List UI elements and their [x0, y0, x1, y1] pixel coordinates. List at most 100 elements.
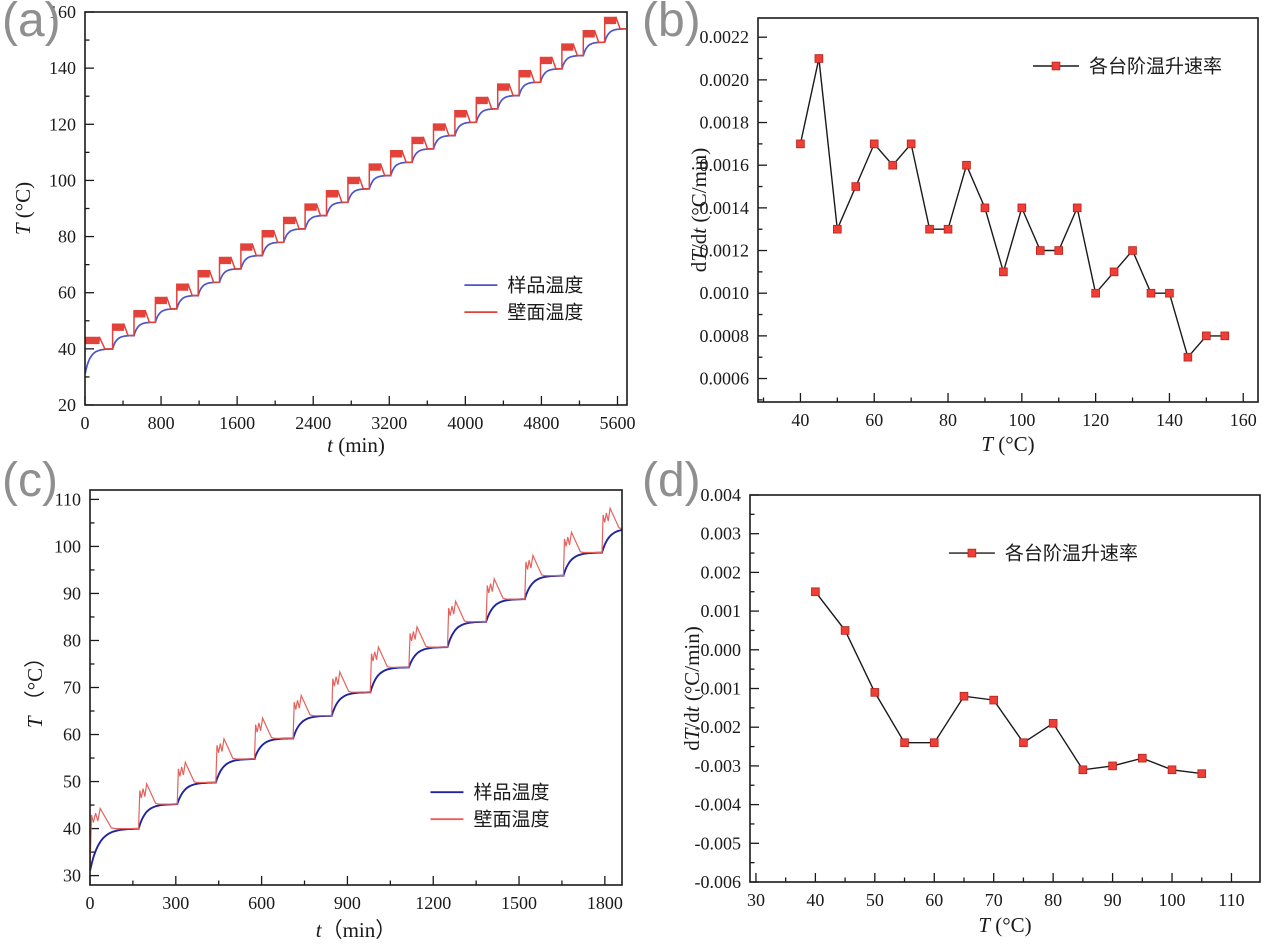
svg-text:0.0016: 0.0016	[700, 155, 750, 175]
plot-frame-a	[84, 11, 628, 406]
y-tick-labels-b: 0.0006 0.0008 0.0010 0.0012 0.0014 0.0016 0.00…	[700, 27, 750, 388]
svg-text:800: 800	[148, 413, 175, 433]
svg-text:0.002: 0.002	[701, 562, 742, 582]
svg-text:-0.005: -0.005	[695, 833, 742, 853]
svg-text:60: 60	[865, 410, 883, 430]
x-axis-title-d: T (°C)	[978, 913, 1031, 937]
svg-text:40: 40	[63, 819, 81, 839]
svg-text:60: 60	[63, 725, 81, 745]
svg-text:0.000: 0.000	[701, 640, 742, 660]
chart-a: 0 800 1600 2400 3200 4000 4800 5600 20 40 60 80 100 1…	[11, 2, 636, 457]
y-tick-labels-d: -0.006 -0.005 -0.004 -0.003 -0.002 -0.001 0.00…	[695, 485, 742, 892]
y-axis-title-c: T （°C）	[23, 647, 47, 728]
x-axis-title-b: T (°C)	[981, 432, 1034, 456]
svg-text:2400: 2400	[295, 413, 331, 433]
svg-text:120: 120	[1082, 410, 1109, 430]
svg-text:80: 80	[58, 227, 76, 247]
legend-d: 各台阶温升速率	[948, 543, 1138, 565]
svg-text:0.0018: 0.0018	[700, 113, 750, 133]
panel-c-label: (c)	[2, 460, 58, 507]
svg-text:-0.003: -0.003	[695, 756, 742, 776]
panel-d: 30 40 50 60 70 80 90 100 110 -0.006 -0.005 -0.004 -0…	[640, 460, 1280, 946]
svg-text:0.0020: 0.0020	[700, 70, 750, 90]
svg-text:0.0010: 0.0010	[700, 283, 750, 303]
svg-text:160: 160	[49, 2, 76, 22]
svg-text:900: 900	[334, 893, 361, 913]
series-d	[811, 587, 1207, 778]
plot-frame-d	[749, 494, 1261, 883]
svg-text:80: 80	[939, 410, 957, 430]
series-c	[90, 506, 622, 872]
legend-label: 样品温度	[507, 275, 583, 297]
svg-text:20: 20	[58, 395, 76, 415]
plot-frame-b	[757, 17, 1259, 403]
y-tick-labels-a: 20 40 60 80 100 120 140 160	[49, 2, 76, 415]
svg-text:60: 60	[925, 890, 943, 910]
svg-text:60: 60	[58, 283, 76, 303]
svg-text:70: 70	[985, 890, 1003, 910]
svg-text:0.001: 0.001	[701, 601, 742, 621]
rate-line	[814, 591, 1202, 775]
x-axis-title-c: t（min）	[316, 918, 397, 942]
svg-text:0.0012: 0.0012	[700, 241, 750, 261]
svg-text:110: 110	[55, 489, 81, 509]
y-axis-title-d: dT/dt (°C/min)	[680, 626, 704, 751]
svg-text:40: 40	[791, 410, 809, 430]
wall-temp-line	[85, 16, 626, 350]
svg-text:80: 80	[1044, 890, 1062, 910]
svg-text:50: 50	[866, 890, 884, 910]
chart-b: 40 60 80 100 120 140 1600.00060.00080.00100.00…	[687, 17, 1259, 456]
svg-text:-0.001: -0.001	[695, 679, 742, 699]
svg-text:1200: 1200	[415, 893, 451, 913]
series-b	[796, 54, 1230, 362]
svg-text:160: 160	[1230, 410, 1257, 430]
svg-text:50: 50	[63, 772, 81, 792]
y-axis-title-a: T (°C)	[11, 182, 35, 235]
svg-text:100: 100	[1008, 410, 1035, 430]
svg-text:0.004: 0.004	[701, 485, 742, 505]
svg-text:1600: 1600	[219, 413, 255, 433]
svg-text:100: 100	[1159, 890, 1186, 910]
panel-c: 0 300 600 900 1200 1500 1800 30 40 50 60 70 80 90 100 1…	[0, 460, 640, 946]
plot-frame-c	[89, 489, 623, 886]
svg-text:0.0014: 0.0014	[700, 198, 750, 218]
svg-text:40: 40	[806, 890, 824, 910]
svg-text:300: 300	[162, 893, 189, 913]
legend-b: 各台阶温升速率	[1033, 56, 1222, 78]
legend-label: 样品温度	[473, 782, 549, 804]
svg-text:70: 70	[63, 678, 81, 698]
rate-markers	[811, 587, 1207, 778]
svg-text:90: 90	[63, 583, 81, 603]
svg-text:80: 80	[63, 630, 81, 650]
panel-b-label: (b)	[642, 0, 701, 47]
sample-temp-line	[90, 528, 622, 872]
rate-markers	[796, 54, 1230, 362]
ticks-a	[84, 11, 619, 406]
svg-text:0.0006: 0.0006	[700, 369, 750, 389]
svg-text:120: 120	[49, 114, 76, 134]
svg-text:0.003: 0.003	[701, 524, 742, 544]
svg-text:90: 90	[1104, 890, 1122, 910]
chart-c: 0 300 600 900 1200 1500 1800 30 40 50 60 70 80 90 100 1…	[23, 489, 623, 942]
panel-a-label: (a)	[2, 0, 61, 47]
svg-text:0.0022: 0.0022	[700, 27, 750, 47]
chart-d: 30 40 50 60 70 80 90 100 110-0.006-0.005-0.004-0…	[680, 485, 1261, 937]
y-tick-labels-c: 30 40 50 60 70 80 90 100 110	[54, 489, 81, 885]
svg-text:100: 100	[49, 170, 76, 190]
svg-text:30: 30	[747, 890, 765, 910]
svg-text:30: 30	[63, 866, 81, 886]
series-a	[85, 16, 626, 375]
panel-b: 40 60 80 100 120 140 160 0.0006 0.0008 0.0010 0.00…	[640, 0, 1280, 460]
svg-text:-0.002: -0.002	[695, 717, 742, 737]
svg-text:4000: 4000	[447, 413, 483, 433]
x-tick-labels-d: 30 40 50 60 70 80 90 100 110	[747, 890, 1245, 910]
svg-text:4800: 4800	[523, 413, 559, 433]
x-tick-labels-a: 0 800 1600 2400 3200 4000 4800 5600	[81, 413, 636, 433]
x-axis-title-a: t (min)	[327, 433, 385, 457]
svg-text:5600: 5600	[599, 413, 635, 433]
legend-label: 各台阶温升速率	[1005, 543, 1138, 565]
svg-text:-0.004: -0.004	[695, 795, 742, 815]
